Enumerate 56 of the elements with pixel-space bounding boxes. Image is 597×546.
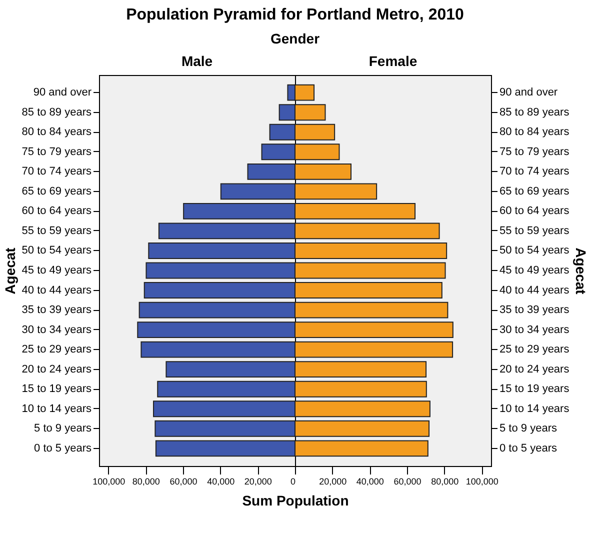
y-tick-label: 60 to 64 years: [22, 205, 92, 218]
x-tick-label: 20,000: [244, 476, 272, 486]
y-tick-label: 20 to 24 years: [500, 363, 570, 376]
y-tick-label: 5 to 9 years: [34, 422, 92, 435]
y-tick-label: 80 to 84 years: [500, 126, 570, 138]
x-tick-label: 20,000: [319, 476, 347, 486]
x-tick-label: 80,000: [431, 476, 459, 486]
x-tick-label: 100,000: [466, 476, 498, 486]
chart-title: Population Pyramid for Portland Metro, 2010: [126, 6, 464, 24]
y-tick-label: 35 to 39 years: [22, 304, 92, 316]
y-axis-title: Agecat: [2, 247, 18, 294]
text: Male: [181, 53, 213, 69]
y-tick-label: 80 to 84 years: [22, 126, 92, 138]
y-tick-label: 40 to 44 years: [500, 284, 570, 296]
y-tick-label: 20 to 24 years: [22, 363, 92, 376]
y-tick-label: 90 and over: [33, 86, 92, 99]
y-tick-label: 85 to 89 years: [500, 106, 570, 118]
y-tick-label: 65 to 69 years: [500, 185, 570, 198]
y-tick-label: 55 to 59 years: [500, 224, 570, 237]
y-tick-label: 0 to 5 years: [500, 442, 558, 454]
y-tick-label: 60 to 64 years: [500, 205, 570, 218]
text: Female: [368, 53, 418, 69]
y-tick-label: 65 to 69 years: [22, 185, 92, 198]
x-tick-label: 60,000: [394, 476, 422, 486]
y-tick-label: 15 to 19 years: [22, 383, 92, 396]
y-axis-title: Agecat: [573, 248, 590, 295]
y-tick-label: 90 and over: [500, 86, 558, 99]
y-tick-label: 35 to 39 years: [500, 304, 570, 316]
x-tick-label: 80,000: [132, 476, 160, 486]
y-tick-label: 70 to 74 years: [22, 166, 92, 178]
y-tick-label: 40 to 44 years: [22, 284, 92, 296]
x-tick-label: 40,000: [356, 476, 384, 486]
y-tick-label: 30 to 34 years: [500, 324, 570, 336]
y-tick-label: 45 to 49 years: [22, 264, 92, 276]
y-tick-label: 70 to 74 years: [500, 166, 570, 178]
chart-subtitle: Gender: [270, 30, 320, 46]
y-tick-label: 45 to 49 years: [500, 264, 570, 276]
x-tick-label: 60,000: [170, 476, 198, 486]
y-tick-label: 15 to 19 years: [500, 383, 570, 396]
y-tick-label: 75 to 79 years: [500, 146, 570, 158]
x-tick-label: 0: [290, 476, 296, 486]
x-tick-label: 40,000: [207, 476, 235, 486]
y-tick-label: 75 to 79 years: [22, 146, 92, 158]
y-tick-label: 50 to 54 years: [22, 244, 92, 257]
y-tick-label: 5 to 9 years: [500, 422, 558, 435]
y-tick-label: 50 to 54 years: [500, 244, 570, 257]
x-tick-label: 100,000: [92, 476, 126, 486]
y-tick-label: 0 to 5 years: [34, 442, 92, 454]
y-tick-label: 25 to 29 years: [22, 344, 92, 356]
y-tick-label: 25 to 29 years: [500, 344, 570, 356]
y-tick-label: 10 to 14 years: [500, 402, 570, 415]
y-tick-label: 10 to 14 years: [22, 402, 92, 415]
y-tick-label: 30 to 34 years: [22, 324, 92, 336]
y-tick-label: 55 to 59 years: [22, 224, 92, 237]
y-tick-label: 85 to 89 years: [22, 106, 92, 118]
x-axis-title: Sum Population: [242, 492, 349, 508]
